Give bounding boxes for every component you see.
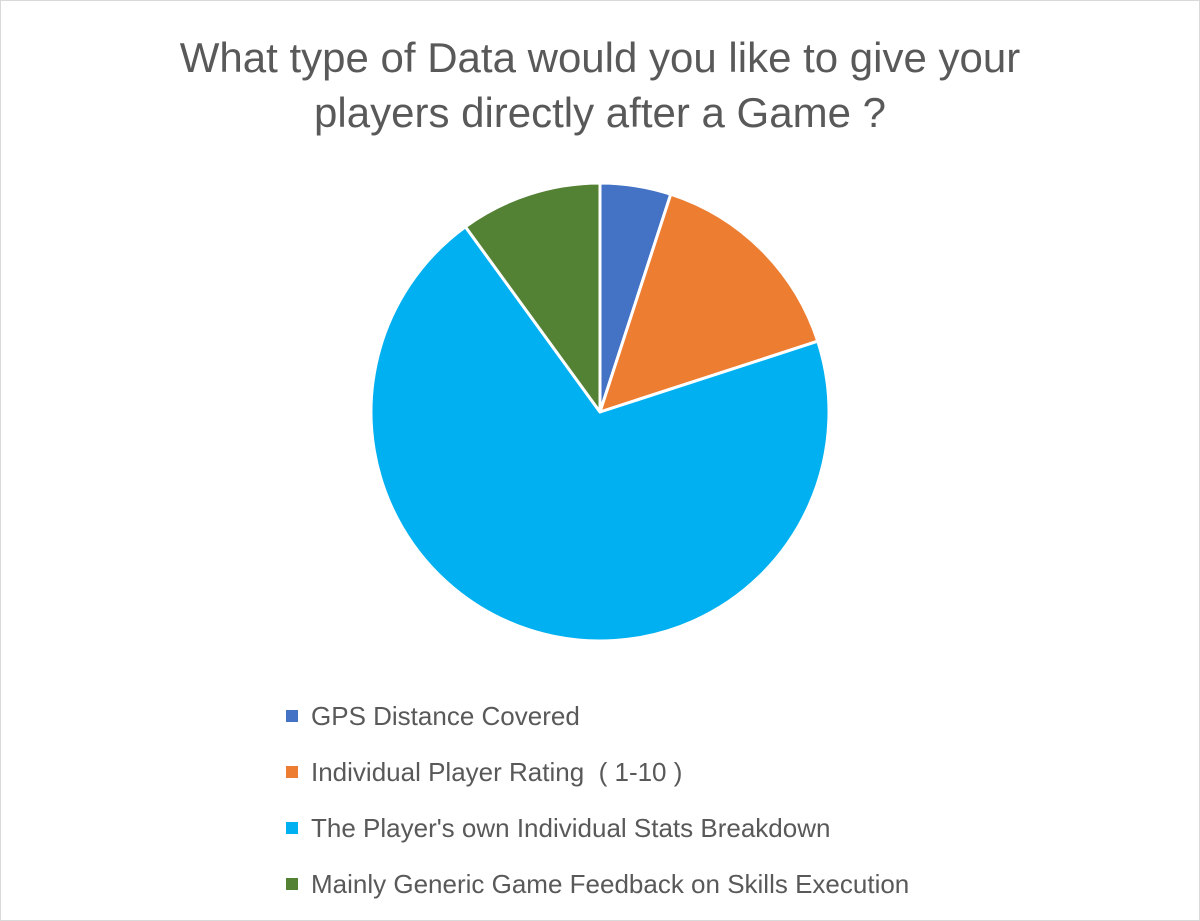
- legend-label-gps-distance: GPS Distance Covered: [311, 700, 580, 731]
- pie-slice-stats-breakdown: [369, 225, 831, 643]
- legend-swatch-stats-breakdown: [286, 822, 298, 834]
- pie-slice-generic-feedback: [463, 181, 602, 414]
- legend-label-player-rating: Individual Player Rating ( 1-10 ): [311, 756, 683, 787]
- legend-label-generic-feedback: Mainly Generic Game Feedback on Skills E…: [311, 868, 910, 899]
- legend-swatch-generic-feedback: [286, 878, 298, 890]
- legend-item-generic-feedback: Mainly Generic Game Feedback on Skills E…: [286, 856, 909, 912]
- legend-item-gps-distance: GPS Distance Covered: [286, 688, 909, 744]
- legend-swatch-gps-distance: [286, 710, 298, 722]
- chart-title: What type of Data would you like to give…: [100, 30, 1100, 140]
- chart-title-line-2: players directly after a Game ?: [314, 89, 886, 136]
- chart-title-line-1: What type of Data would you like to give…: [179, 34, 1021, 81]
- legend: GPS Distance Covered Individual Player R…: [286, 688, 909, 912]
- legend-item-stats-breakdown: The Player's own Individual Stats Breakd…: [286, 800, 909, 856]
- legend-swatch-player-rating: [286, 766, 298, 778]
- legend-item-player-rating: Individual Player Rating ( 1-10 ): [286, 744, 909, 800]
- legend-label-stats-breakdown: The Player's own Individual Stats Breakd…: [311, 812, 831, 843]
